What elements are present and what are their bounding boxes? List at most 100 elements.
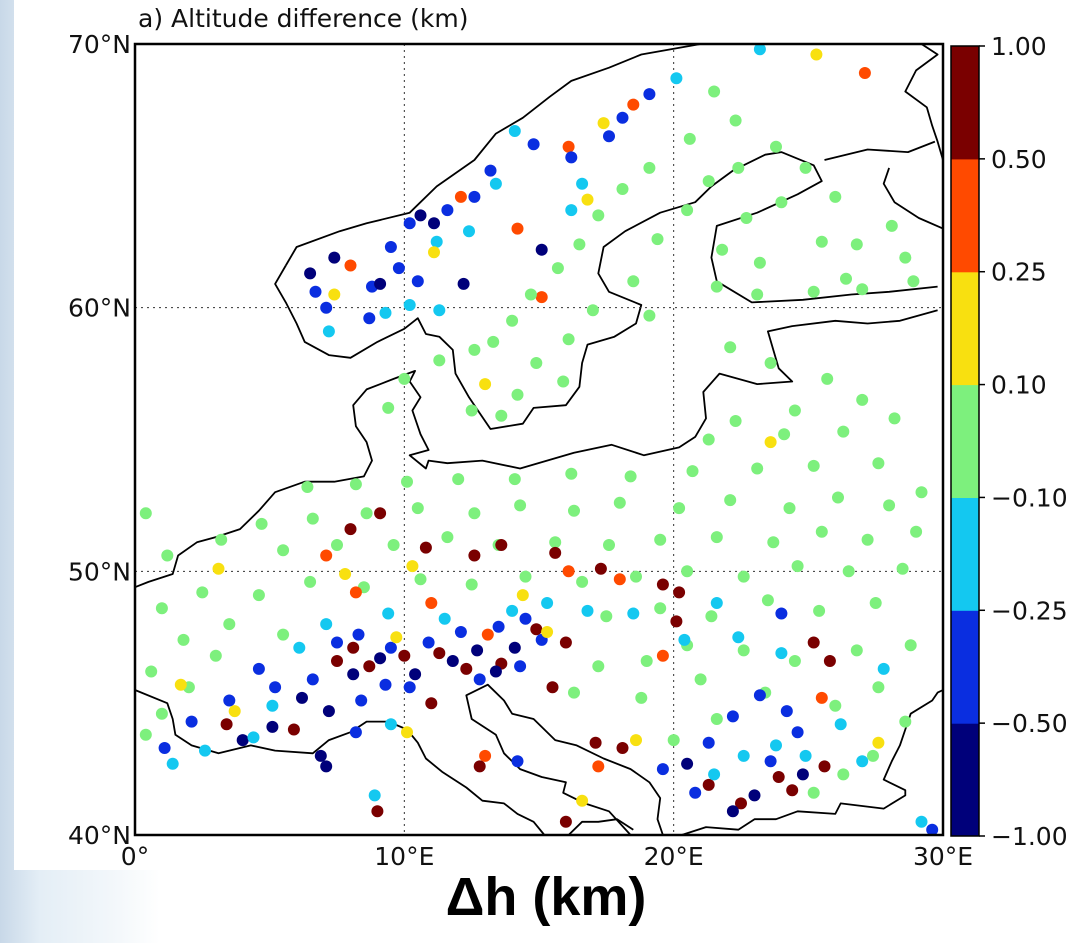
data-point	[487, 335, 500, 348]
data-point	[382, 607, 395, 620]
data-point	[331, 539, 343, 551]
data-point	[710, 280, 723, 293]
y-tick-label: 40°N	[68, 821, 131, 850]
data-point	[737, 749, 750, 762]
data-point	[837, 768, 850, 781]
data-point	[185, 715, 198, 728]
data-point	[349, 478, 362, 491]
data-point	[810, 48, 823, 61]
data-point	[708, 768, 721, 781]
data-point	[673, 586, 686, 599]
data-point	[409, 668, 422, 681]
data-point	[304, 575, 317, 588]
data-point	[508, 473, 521, 486]
data-point	[640, 655, 653, 667]
data-point	[702, 736, 715, 749]
data-point	[872, 457, 885, 470]
data-point	[379, 306, 392, 319]
data-point	[791, 726, 804, 739]
data-point	[196, 586, 209, 599]
data-point	[549, 536, 562, 549]
data-point	[656, 763, 669, 776]
data-point	[508, 125, 521, 137]
data-point	[347, 668, 360, 681]
data-point	[751, 288, 764, 301]
data-point	[568, 504, 580, 517]
data-point	[438, 612, 451, 625]
data-point	[716, 243, 729, 256]
data-point	[384, 641, 397, 654]
data-point	[425, 597, 438, 609]
data-point	[899, 251, 912, 264]
data-point	[255, 517, 268, 530]
data-point	[678, 633, 691, 646]
data-point	[306, 512, 319, 525]
data-point	[463, 225, 475, 238]
data-point	[519, 612, 532, 625]
data-point	[511, 755, 524, 768]
colorbar-segment	[951, 384, 979, 498]
data-point	[403, 299, 416, 311]
data-point	[236, 734, 249, 747]
data-point	[705, 610, 718, 623]
data-point	[654, 602, 667, 615]
data-point	[775, 196, 788, 209]
data-point	[683, 132, 696, 145]
data-point	[592, 760, 605, 773]
data-point	[301, 481, 314, 493]
data-point	[419, 541, 432, 554]
data-point	[514, 660, 527, 673]
colorbar-segment	[951, 158, 979, 273]
data-point	[670, 615, 683, 628]
data-point	[915, 486, 928, 499]
data-point	[858, 67, 871, 79]
data-point	[328, 288, 341, 301]
data-point	[643, 309, 656, 322]
colorbar-label: −0.10	[991, 483, 1068, 512]
data-point	[428, 246, 440, 259]
data-point	[471, 644, 484, 657]
data-point	[320, 760, 333, 773]
coastline	[134, 689, 546, 836]
data-point	[786, 784, 799, 797]
data-point	[433, 354, 446, 367]
data-point	[751, 462, 764, 475]
data-point	[829, 190, 842, 203]
data-point	[374, 277, 387, 290]
data-point	[856, 393, 869, 406]
data-point	[328, 251, 341, 264]
data-point	[452, 473, 465, 486]
data-point	[667, 734, 680, 747]
data-point	[681, 757, 694, 770]
chart-title: a) Altitude difference (km)	[138, 4, 468, 33]
colorbar-segment	[951, 46, 979, 160]
data-point	[468, 549, 481, 562]
data-point	[508, 641, 521, 654]
data-point	[199, 744, 211, 757]
data-point	[576, 794, 589, 807]
data-point	[753, 43, 766, 56]
data-point	[530, 357, 543, 369]
data-point	[799, 749, 812, 762]
data-point	[815, 235, 828, 248]
data-point	[764, 357, 777, 369]
data-point	[457, 277, 470, 290]
data-point	[411, 275, 424, 288]
data-point	[708, 85, 721, 98]
data-point	[559, 636, 572, 649]
coastline	[904, 43, 944, 161]
data-point	[899, 715, 912, 728]
data-point	[764, 755, 777, 768]
data-point	[681, 204, 694, 217]
data-point	[772, 771, 785, 783]
data-point	[454, 626, 467, 638]
data-point	[562, 140, 575, 153]
data-point	[344, 259, 357, 272]
data-point	[613, 496, 626, 509]
data-point	[524, 288, 537, 301]
data-point	[770, 140, 782, 153]
data-point	[753, 256, 766, 269]
data-point	[729, 114, 742, 127]
data-point	[581, 193, 594, 206]
